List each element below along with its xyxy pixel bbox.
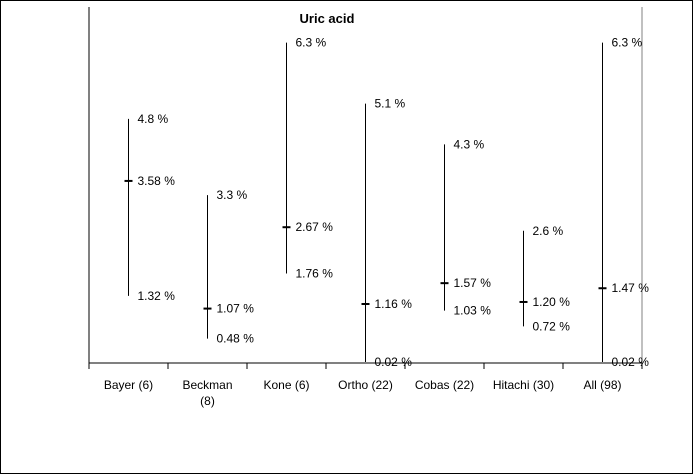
max-value-label: 2.6 % [533, 224, 564, 238]
x-tick-label: Hitachi (30) [493, 378, 554, 392]
chart-title: Uric acid [300, 11, 355, 26]
min-value-label: 0.02 % [375, 355, 413, 369]
x-tick-label: Bayer (6) [104, 378, 153, 392]
mid-value-label: 1.16 % [375, 297, 413, 311]
x-tick-label: Cobas (22) [415, 378, 474, 392]
mid-value-label: 1.57 % [454, 276, 492, 290]
max-value-label: 4.8 % [138, 112, 169, 126]
max-value-label: 6.3 % [296, 36, 327, 50]
x-tick-label: Beckman (8) [182, 378, 232, 408]
x-tick-label: Ortho (22) [338, 378, 393, 392]
mid-value-label: 2.67 % [296, 220, 334, 234]
chart-marks: 4.8 % 3.58 % 1.32 % Bayer (6) 3.3 % 1.07 % 0.4… [88, 36, 650, 408]
max-value-label: 6.3 % [612, 36, 643, 50]
max-value-label: 5.1 % [375, 97, 406, 111]
x-tick-label: All (98) [583, 378, 621, 392]
min-value-label: 0.48 % [217, 332, 255, 346]
min-value-label: 1.76 % [296, 266, 334, 280]
max-value-label: 4.3 % [454, 137, 485, 151]
max-value-label: 3.3 % [217, 188, 248, 202]
min-value-label: 0.02 % [612, 355, 650, 369]
min-value-label: 0.72 % [533, 319, 571, 333]
mid-value-label: 1.47 % [612, 281, 650, 295]
mid-value-label: 3.58 % [138, 174, 176, 188]
x-tick-label: Kone (6) [263, 378, 309, 392]
min-value-label: 1.03 % [454, 304, 492, 318]
mid-value-label: 1.07 % [217, 302, 255, 316]
mid-value-label: 1.20 % [533, 295, 571, 309]
min-value-label: 1.32 % [138, 289, 176, 303]
